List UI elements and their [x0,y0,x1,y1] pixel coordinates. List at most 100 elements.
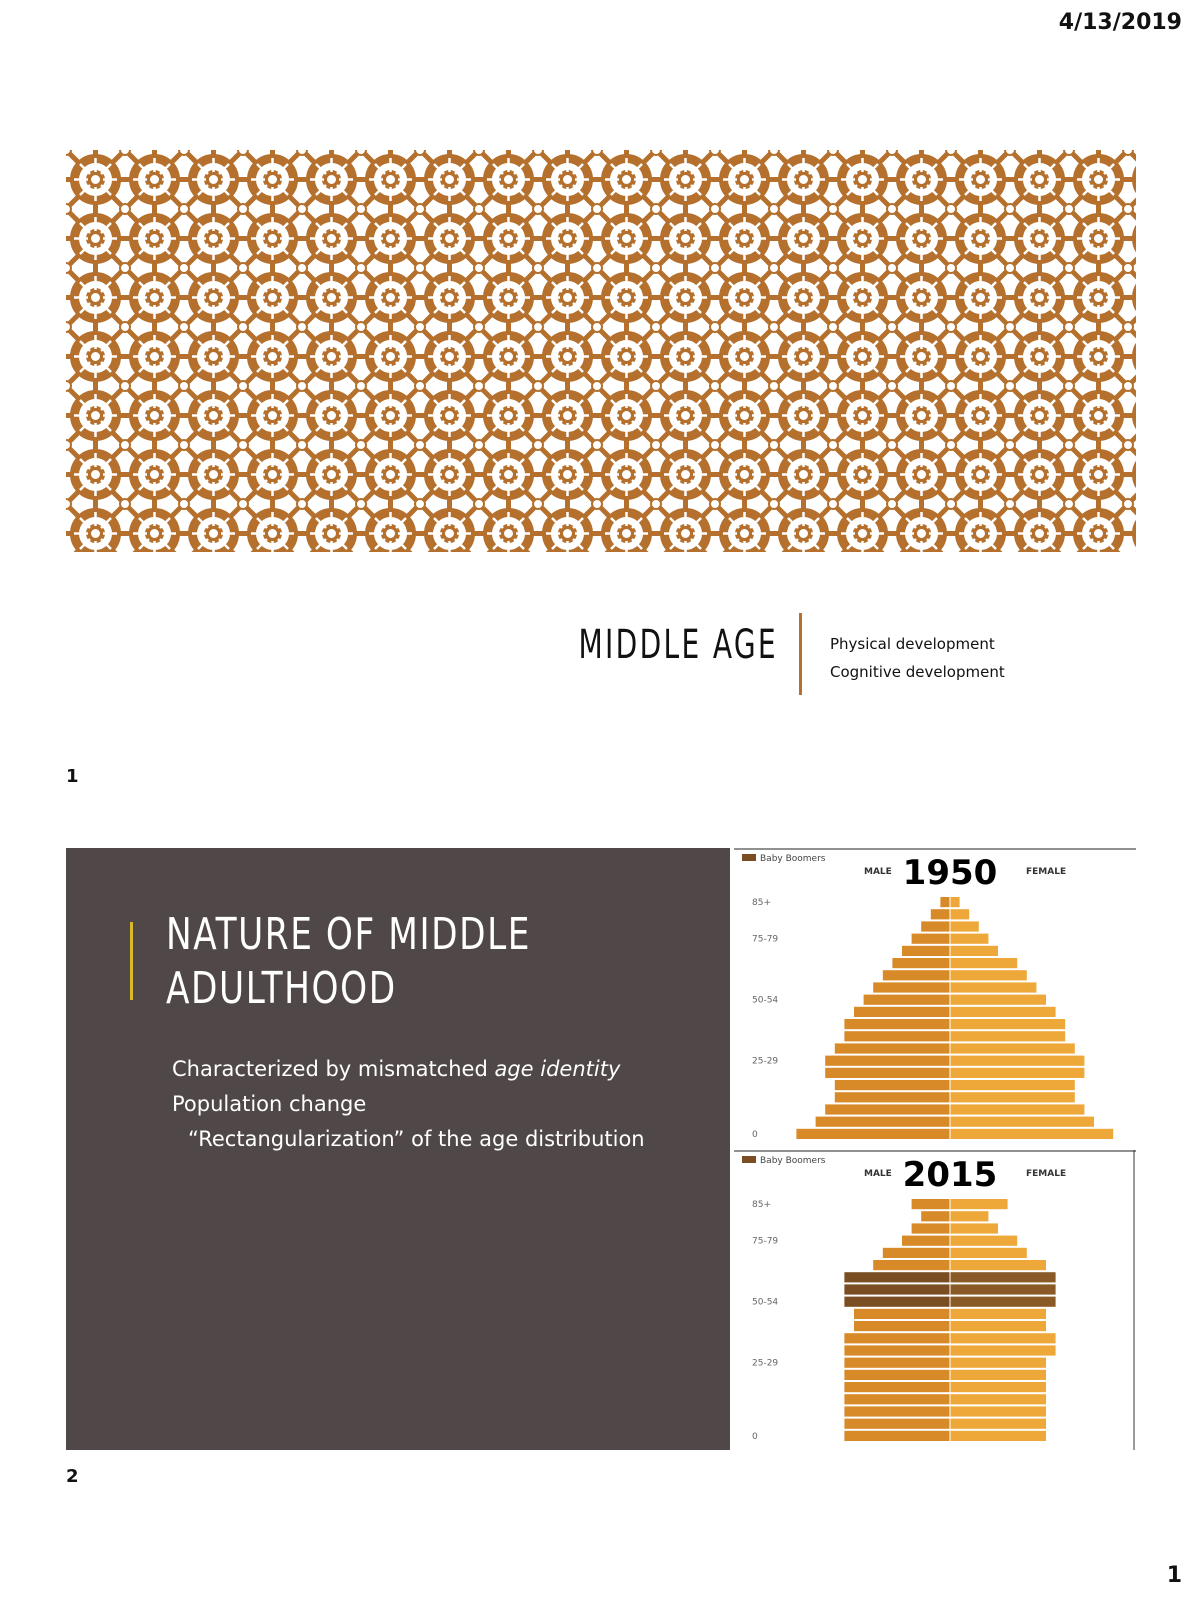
male-bar [911,1199,950,1210]
male-bar [844,1296,950,1307]
y-tick-label: 85+ [752,898,771,908]
page-number: 1 [1166,1563,1182,1588]
female-bar [950,1308,1046,1319]
female-bar [950,921,979,932]
date-stamp: 4/13/2019 [1058,10,1182,35]
female-bar [950,909,970,920]
female-bar [950,1369,1046,1380]
title-line: ADULTHOOD [166,963,397,1014]
female-bar [950,1067,1085,1078]
male-bar [844,1394,950,1405]
y-tick-label: 85+ [752,1200,771,1210]
male-bar [825,1104,950,1115]
y-tick-label: 25-29 [752,1359,778,1369]
male-bar [844,1369,950,1380]
slide-panel [66,848,730,1450]
male-bar [825,1067,950,1078]
female-bar [950,958,1018,969]
female-bar [950,897,960,908]
male-bar [844,1272,950,1283]
y-tick-label: 0 [752,1130,758,1140]
population-pyramid-1950: Baby Boomers 1950 MALE FEMALE 85+ 75-79 50-54 2… [734,848,1136,1148]
female-bar [950,945,998,956]
female-bar [950,1211,989,1222]
male-bar [902,945,950,956]
female-bar [950,994,1046,1005]
male-bar [844,1357,950,1368]
male-bar [854,1321,950,1332]
chart-title: 2015 [903,1155,998,1195]
male-bar [844,1333,950,1344]
male-bar [834,1080,950,1091]
female-bar [950,1055,1085,1066]
female-bar [950,1418,1046,1429]
population-pyramid-2015: Baby Boomers 2015 MALE FEMALE 85+ 75-79 50-54 2… [734,1150,1136,1450]
female-bar [950,1406,1046,1417]
male-bar [844,1382,950,1393]
female-bar [950,970,1027,981]
female-bar [950,1430,1046,1441]
male-label: MALE [864,867,892,877]
bullet-emphasis: age identity [494,1057,621,1081]
male-bar [815,1116,950,1127]
female-bar [950,1296,1056,1307]
male-bar [921,1211,950,1222]
female-bar [950,1260,1046,1271]
legend-label: Baby Boomers [760,1156,826,1166]
male-bar [854,1006,950,1017]
male-bar [844,1284,950,1295]
bullet-text: Characterized by mismatched [172,1057,495,1081]
female-label: FEMALE [1026,1169,1066,1179]
slide-title: NATURE OF MIDDLE ADULTHOOD [166,908,531,1016]
male-bar [844,1418,950,1429]
female-bar [950,1223,998,1234]
male-label: MALE [864,1169,892,1179]
female-bar [950,1321,1046,1332]
male-bar [844,1019,950,1030]
y-tick-label: 0 [752,1432,758,1442]
subtitle-line: Physical development [830,635,995,653]
female-bar [950,1357,1046,1368]
female-bar [950,1031,1066,1042]
male-bar [882,1247,950,1258]
female-bar [950,1345,1056,1356]
female-label: FEMALE [1026,867,1066,877]
male-bar [854,1308,950,1319]
male-bar [911,933,950,944]
female-bar [950,1394,1046,1405]
y-tick-label: 25-29 [752,1057,778,1067]
male-bar [844,1031,950,1042]
slide-body: Characterized by mismatched age identity… [172,1052,645,1157]
decorative-pattern [66,150,1136,552]
male-bar [921,921,950,932]
sub-bullet-item: “Rectangularization” of the age distribu… [188,1127,645,1151]
female-bar [950,1080,1075,1091]
female-bar [950,1272,1056,1283]
female-bar [950,1116,1094,1127]
y-tick-label: 50-54 [752,996,778,1006]
female-bar [950,933,989,944]
pyramid-chart: Baby Boomers 2015 MALE FEMALE 85+ 75-79 50-54 2… [734,1150,1136,1450]
male-bar [892,958,950,969]
slide-title: MIDDLE AGE [578,622,778,668]
male-bar [825,1055,950,1066]
female-bar [950,1019,1066,1030]
male-bar [796,1128,950,1139]
bullet-item: Population change [172,1092,367,1116]
male-bar [863,994,950,1005]
slide-number: 2 [66,1466,79,1487]
male-bar [911,1223,950,1234]
bullet-item: Characterized by mismatched age identity [172,1052,645,1087]
male-bar [930,909,950,920]
female-bar [950,1104,1085,1115]
male-bar [844,1345,950,1356]
chart-title: 1950 [903,853,998,893]
female-bar [950,1199,1008,1210]
male-bar [940,897,950,908]
pyramid-chart: Baby Boomers 1950 MALE FEMALE 85+ 75-79 50-54 2… [734,848,1136,1140]
y-tick-label: 75-79 [752,935,778,945]
slide-number: 1 [66,766,79,787]
female-bar [950,1092,1075,1103]
title-accent-bar [130,922,133,1000]
male-bar [873,982,950,993]
